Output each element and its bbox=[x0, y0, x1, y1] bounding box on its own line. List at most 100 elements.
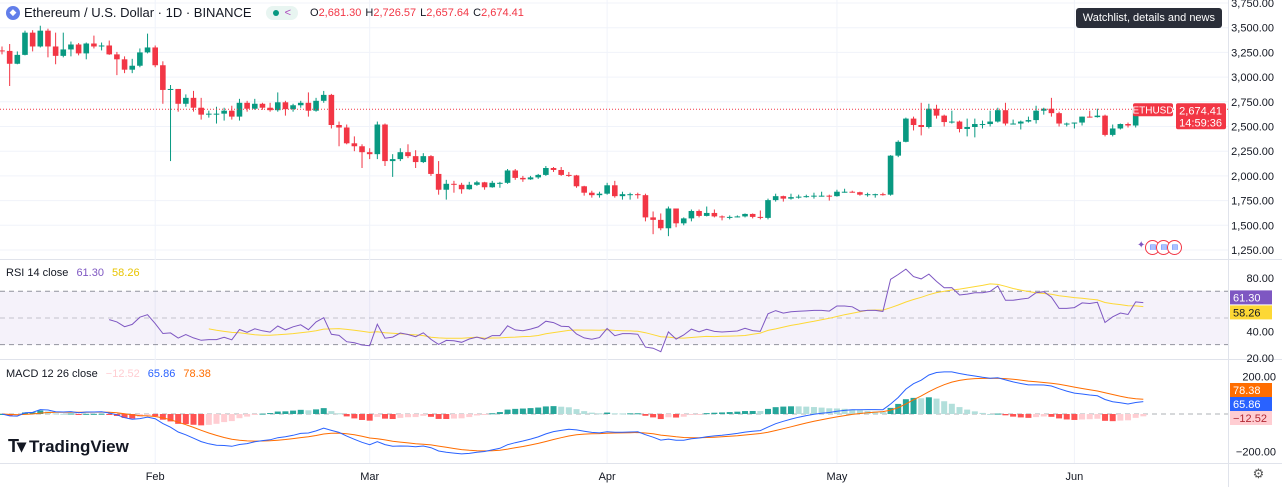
macd-histogram-bar bbox=[765, 408, 771, 414]
candle-body bbox=[910, 118, 917, 126]
candle bbox=[826, 194, 833, 201]
candle bbox=[1048, 97, 1055, 117]
candle bbox=[926, 103, 932, 129]
macd-histogram-bar bbox=[941, 401, 948, 414]
macd-histogram-bar bbox=[657, 414, 664, 420]
macd-histogram-bar bbox=[550, 406, 557, 414]
candle bbox=[458, 182, 465, 194]
macd-histogram-bar bbox=[810, 407, 817, 414]
candle-body bbox=[1040, 108, 1047, 111]
candle-body bbox=[175, 88, 181, 104]
macd-histogram-bar bbox=[795, 406, 802, 414]
economic-events[interactable]: ✦ ▤ ▤ ▤ bbox=[1137, 240, 1183, 255]
macd-histogram-bar bbox=[872, 411, 879, 414]
macd-histogram-bar bbox=[665, 414, 672, 418]
candle-body bbox=[0, 50, 5, 52]
candle bbox=[428, 155, 434, 176]
candle-body bbox=[1102, 115, 1108, 135]
us-flag-icon[interactable]: ▤ bbox=[1167, 240, 1183, 255]
candle-body bbox=[642, 195, 649, 218]
candle bbox=[857, 191, 863, 196]
macd-histogram-bar bbox=[60, 413, 67, 415]
candle bbox=[29, 30, 36, 52]
symbol-title[interactable]: Ethereum / U.S. Dollar · 1D · BINANCE bbox=[24, 5, 252, 20]
price-tick-label: 1,750.00 bbox=[1231, 196, 1274, 208]
macd-histogram-bar bbox=[1125, 414, 1132, 421]
status-pill[interactable]: < bbox=[265, 5, 298, 20]
candle-body bbox=[1002, 110, 1009, 124]
candle bbox=[1040, 107, 1047, 115]
candle-body bbox=[711, 212, 718, 217]
candle-body bbox=[435, 173, 442, 190]
macd-histogram-bar bbox=[190, 414, 197, 425]
tradingview-logo[interactable]: T▾ TradingView bbox=[8, 436, 129, 457]
macd-value-tag bbox=[1230, 397, 1272, 411]
candle-body bbox=[818, 195, 825, 197]
candle bbox=[834, 189, 840, 197]
macd-histogram-bar bbox=[466, 414, 473, 418]
price-tick-label: 3,750.00 bbox=[1231, 0, 1274, 10]
candle-body bbox=[665, 208, 672, 229]
macd-legend[interactable]: MACD 12 26 close −12.52 65.86 78.38 bbox=[6, 368, 216, 380]
candle bbox=[573, 174, 580, 188]
macd-histogram-bar bbox=[719, 412, 726, 414]
candle-body bbox=[389, 159, 396, 162]
candle-body bbox=[198, 107, 204, 115]
rsi-value-tag-label: 61.30 bbox=[1233, 292, 1261, 304]
macd-histogram-bar bbox=[1056, 414, 1063, 419]
macd-histogram-bar bbox=[121, 414, 128, 418]
candle-body bbox=[297, 102, 304, 106]
candle-body bbox=[1056, 113, 1062, 124]
rsi-legend[interactable]: RSI 14 close 61.30 58.26 bbox=[6, 267, 145, 279]
macd-histogram-bar bbox=[1063, 414, 1070, 420]
candle-body bbox=[121, 59, 128, 70]
macd-histogram-bar bbox=[366, 414, 373, 421]
candle bbox=[1117, 123, 1124, 130]
macd-histogram-bar bbox=[910, 397, 917, 414]
macd-histogram-bar bbox=[696, 414, 703, 415]
candle bbox=[864, 192, 871, 197]
candle bbox=[114, 51, 120, 76]
candle bbox=[152, 45, 158, 68]
candle-body bbox=[328, 94, 335, 126]
candle-body bbox=[1010, 123, 1016, 125]
candle-body bbox=[1033, 110, 1039, 121]
macd-histogram-bar bbox=[573, 409, 580, 414]
price-tick-label: 1,500.00 bbox=[1231, 220, 1274, 232]
candle bbox=[290, 103, 296, 112]
candle bbox=[244, 100, 250, 112]
candle bbox=[297, 100, 304, 108]
candle bbox=[589, 190, 595, 198]
macd-histogram-bar bbox=[1094, 414, 1101, 419]
candle-body bbox=[788, 197, 794, 199]
symbol-tag bbox=[1133, 103, 1173, 117]
candle bbox=[941, 114, 947, 127]
candle bbox=[382, 123, 388, 167]
candle bbox=[788, 193, 794, 200]
macd-histogram-bar bbox=[412, 414, 419, 418]
candle-body bbox=[229, 110, 235, 117]
time-tick-label: Jun bbox=[1066, 471, 1084, 483]
price-tick-label: 2,000.00 bbox=[1231, 171, 1274, 183]
candle bbox=[183, 94, 189, 107]
settings-gear-icon[interactable]: ⚙ bbox=[1252, 466, 1265, 481]
candle-body bbox=[68, 44, 74, 50]
macd-hist-value-tag-label: −12.52 bbox=[1233, 413, 1267, 425]
macd-histogram-bar bbox=[259, 413, 266, 415]
candle bbox=[818, 191, 825, 197]
candle bbox=[137, 48, 143, 68]
macd-histogram-bar bbox=[1048, 414, 1055, 417]
candle bbox=[734, 215, 741, 218]
candle-body bbox=[734, 216, 741, 218]
candle bbox=[772, 193, 779, 202]
candle bbox=[696, 209, 702, 218]
candle bbox=[1109, 124, 1116, 137]
candle-body bbox=[320, 94, 327, 101]
candle-body bbox=[412, 156, 419, 163]
candle-body bbox=[75, 44, 82, 54]
candle-body bbox=[826, 195, 833, 197]
macd-histogram-bar bbox=[328, 411, 335, 414]
last-price-tag bbox=[1176, 103, 1226, 130]
candle-body bbox=[1094, 115, 1101, 118]
